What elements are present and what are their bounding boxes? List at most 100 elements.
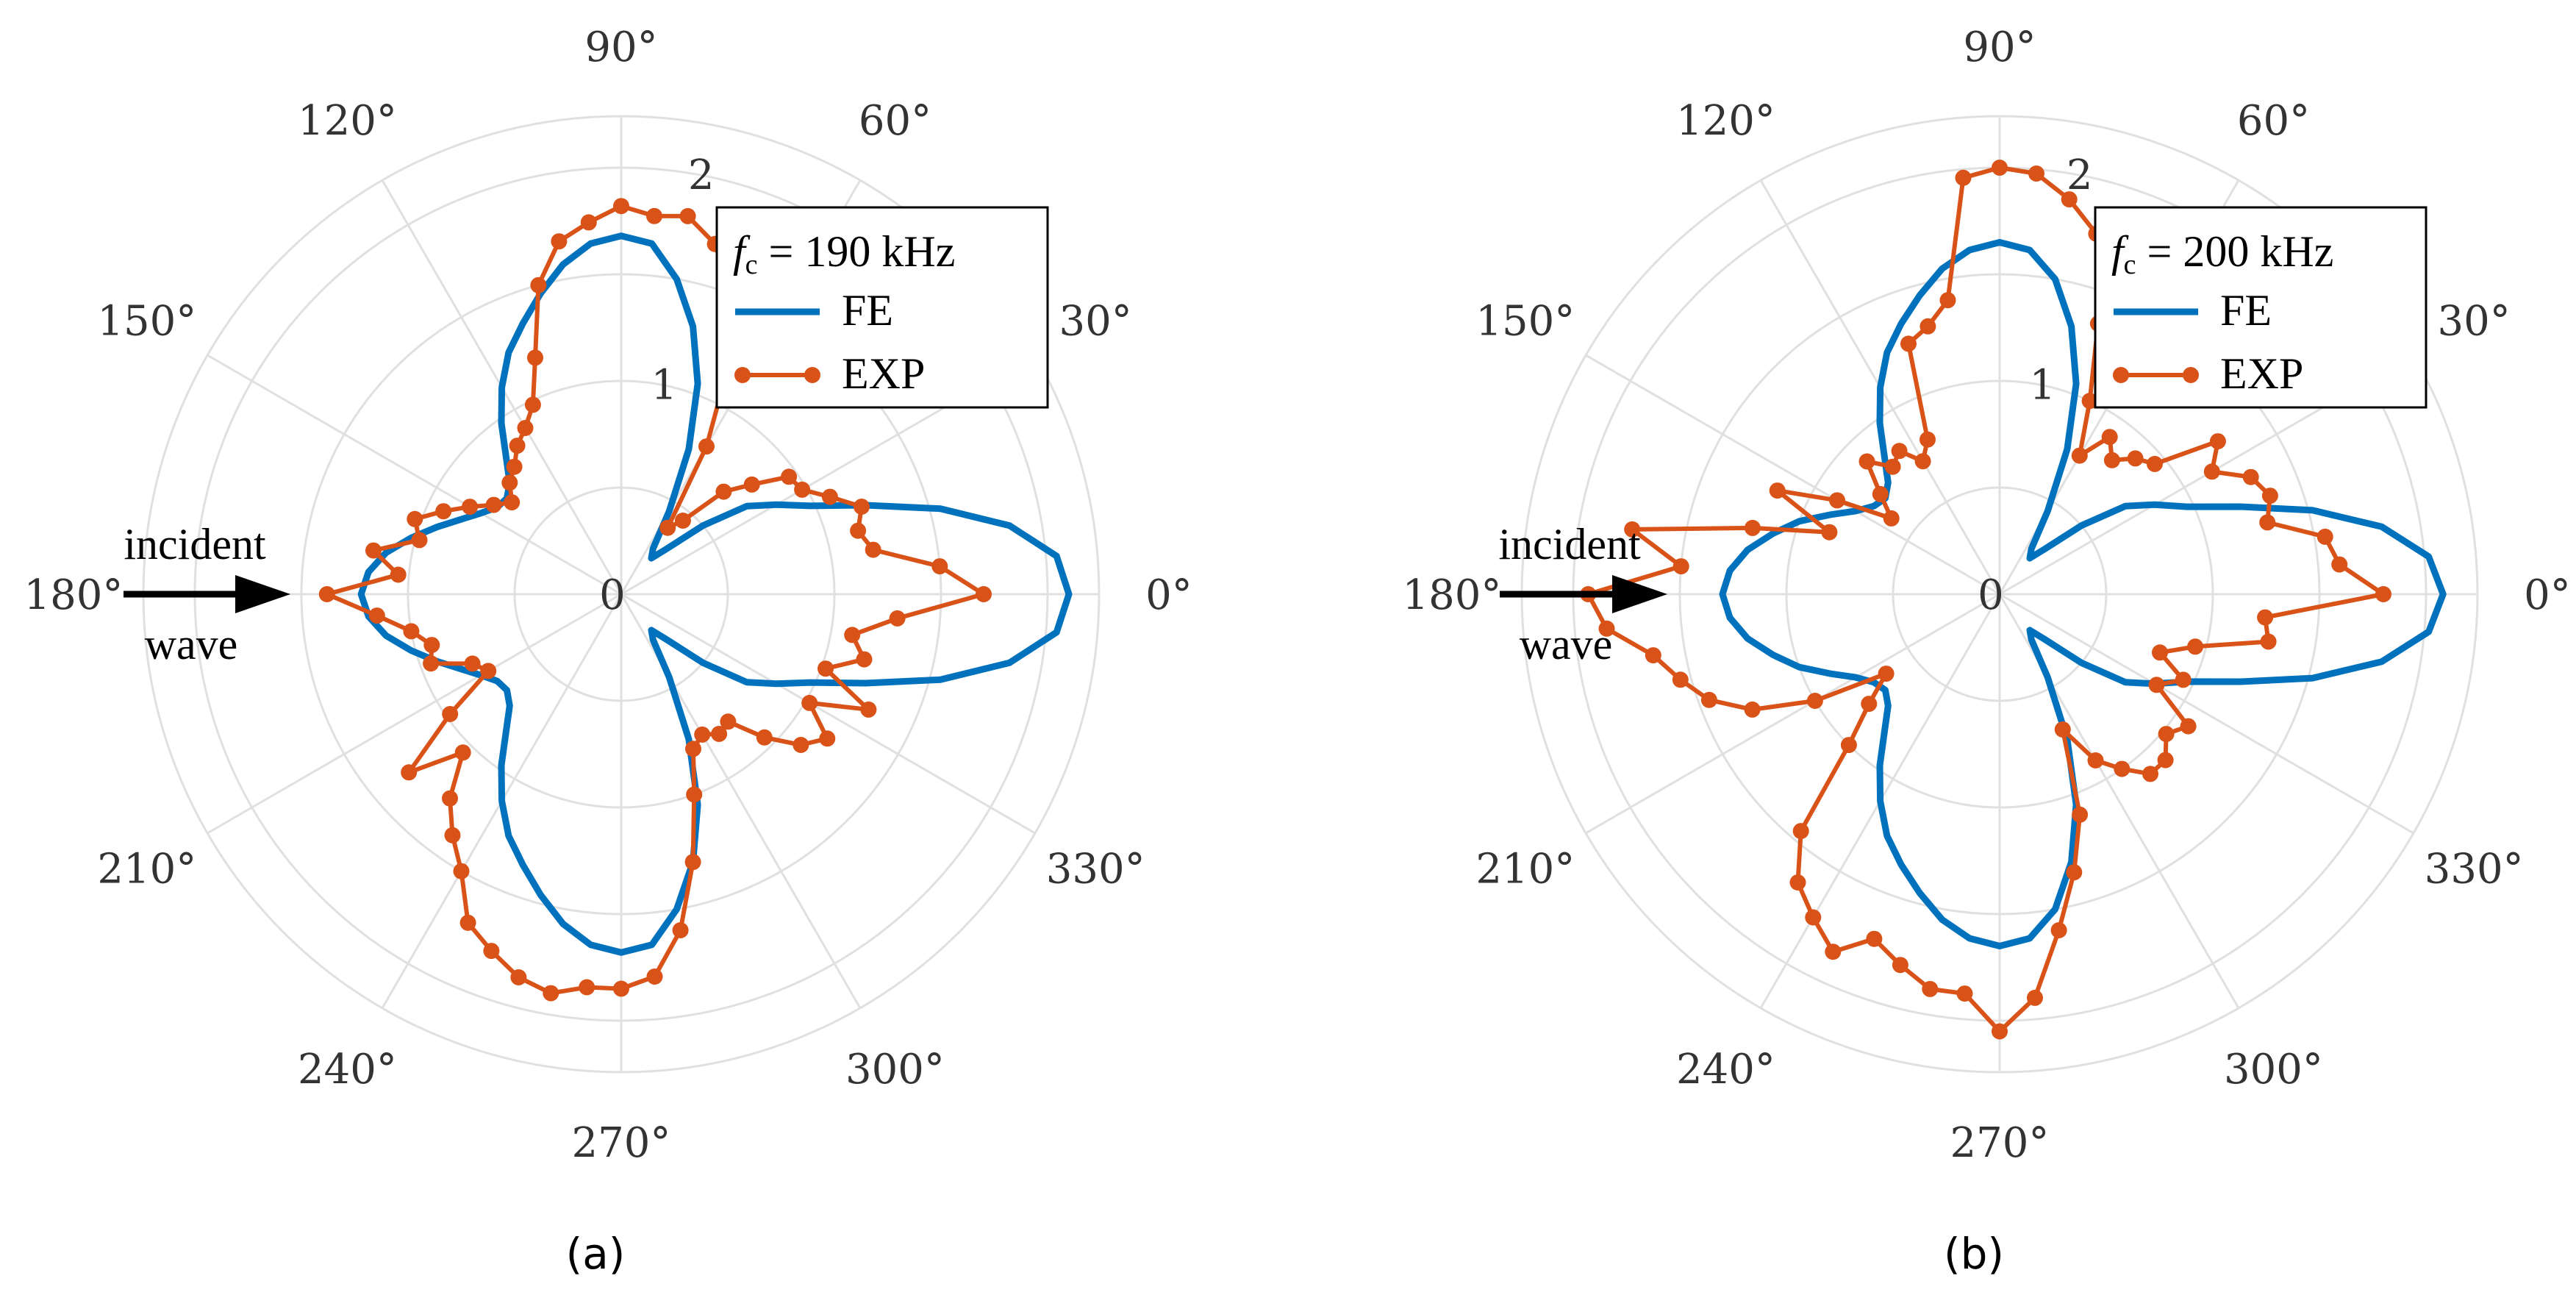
exp-data-point	[462, 499, 479, 515]
exp-data-point	[1992, 1023, 2008, 1040]
angle-tick-label: 30°	[1059, 298, 1132, 346]
exp-data-point	[1866, 930, 1883, 947]
angle-tick-label: 240°	[1676, 1046, 1775, 1094]
exp-data-point	[2375, 586, 2391, 602]
exp-data-point	[485, 496, 502, 513]
exp-data-point	[506, 458, 523, 475]
exp-data-point	[794, 481, 811, 498]
exp-data-point	[1821, 524, 1838, 541]
angle-tick-label: 330°	[1046, 846, 1145, 893]
angle-tick-label: 90°	[584, 24, 657, 71]
exp-data-point	[1598, 620, 1615, 637]
grid-spoke	[620, 593, 1036, 835]
exp-data-point	[694, 726, 711, 743]
exp-data-point	[2071, 447, 2088, 464]
exp-data-point	[551, 233, 568, 250]
exp-data-point	[501, 474, 518, 491]
exp-data-point	[613, 980, 629, 997]
exp-data-point	[819, 730, 836, 747]
exp-data-point	[2180, 718, 2197, 735]
angle-tick-label: 240°	[298, 1046, 397, 1094]
exp-data-point	[2081, 393, 2098, 410]
exp-data-point	[2072, 806, 2089, 823]
annotation-wave: wave	[145, 620, 238, 668]
exp-data-point	[1744, 701, 1761, 718]
exp-data-point	[685, 741, 701, 757]
radial-tick-label: 0	[1978, 571, 2004, 619]
exp-data-point	[459, 914, 476, 931]
exp-data-point	[483, 943, 500, 960]
exp-data-point	[850, 522, 867, 539]
angle-tick-label: 210°	[1475, 846, 1575, 893]
exp-data-point	[1806, 693, 1823, 709]
exp-data-point	[390, 566, 407, 583]
legend: fc = 200 kHz FE EXP	[2094, 206, 2427, 409]
radial-tick-label: 2	[2067, 151, 2093, 199]
exp-data-point	[444, 827, 461, 843]
exp-data-point	[464, 655, 481, 672]
angle-tick-label: 150°	[97, 298, 196, 346]
exp-data-point	[1891, 443, 1908, 460]
exp-data-point	[674, 513, 691, 529]
exp-data-point	[2103, 452, 2120, 468]
legend-title: fc = 190 kHz	[733, 227, 955, 280]
exp-data-point	[2259, 514, 2276, 531]
exp-data-point	[711, 726, 728, 742]
exp-data-point	[1992, 160, 2008, 176]
legend-label-exp: EXP	[842, 349, 925, 398]
exp-data-point	[679, 207, 696, 224]
exp-data-point	[756, 729, 773, 746]
exp-data-point	[2127, 450, 2144, 467]
exp-data-point	[860, 701, 877, 718]
exp-data-point	[453, 863, 470, 880]
angle-tick-label: 180°	[1403, 571, 1502, 619]
exp-data-point	[931, 558, 948, 575]
exp-data-point	[2050, 922, 2067, 938]
exp-data-point	[1914, 453, 1931, 470]
exp-data-point	[646, 968, 663, 985]
exp-data-point	[1805, 909, 1822, 926]
angle-tick-label: 90°	[1963, 24, 2036, 71]
grid-spoke	[1585, 593, 2000, 835]
angle-tick-label: 330°	[2425, 846, 2524, 893]
exp-data-point	[2152, 644, 2168, 661]
series-line-fe	[357, 232, 1073, 956]
exp-data-point	[1700, 691, 1717, 708]
angle-tick-label: 60°	[859, 97, 931, 145]
exp-data-point	[1922, 980, 1939, 997]
exp-data-point	[368, 607, 385, 624]
exp-data-point	[527, 349, 543, 366]
exp-data-point	[2175, 671, 2192, 688]
legend-marker	[2113, 367, 2129, 383]
exp-data-point	[2101, 429, 2118, 446]
exp-data-point	[435, 503, 452, 520]
exp-data-point	[1672, 671, 1689, 688]
exp-data-point	[715, 483, 732, 500]
radial-tick-label: 1	[651, 361, 678, 409]
exp-data-point	[401, 764, 418, 781]
exp-data-point	[854, 499, 870, 515]
exp-data-point	[889, 610, 906, 627]
exp-data-point	[543, 985, 559, 1002]
angle-tick-label: 60°	[2237, 97, 2310, 145]
exp-data-point	[684, 854, 701, 871]
exp-data-point	[672, 922, 689, 938]
exp-data-point	[1672, 558, 1689, 575]
grid-spoke	[1999, 593, 2414, 835]
legend-marker	[804, 367, 820, 383]
exp-data-point	[2203, 463, 2220, 480]
exp-data-point	[1744, 519, 1761, 536]
legend-marker	[2183, 367, 2199, 383]
exp-data-point	[1900, 335, 1917, 352]
exp-data-point	[2157, 752, 2174, 768]
exp-data-point	[698, 438, 715, 455]
incident-arrow-head	[235, 575, 290, 613]
exp-data-point	[442, 706, 459, 722]
grid-spoke	[1585, 354, 2000, 596]
radial-tick-label: 0	[599, 571, 626, 619]
series-line-fe	[1719, 239, 2447, 949]
angle-tick-label: 300°	[845, 1046, 945, 1094]
radial-tick-label: 2	[688, 151, 715, 199]
exp-data-point	[659, 519, 676, 536]
exp-data-point	[720, 713, 737, 730]
